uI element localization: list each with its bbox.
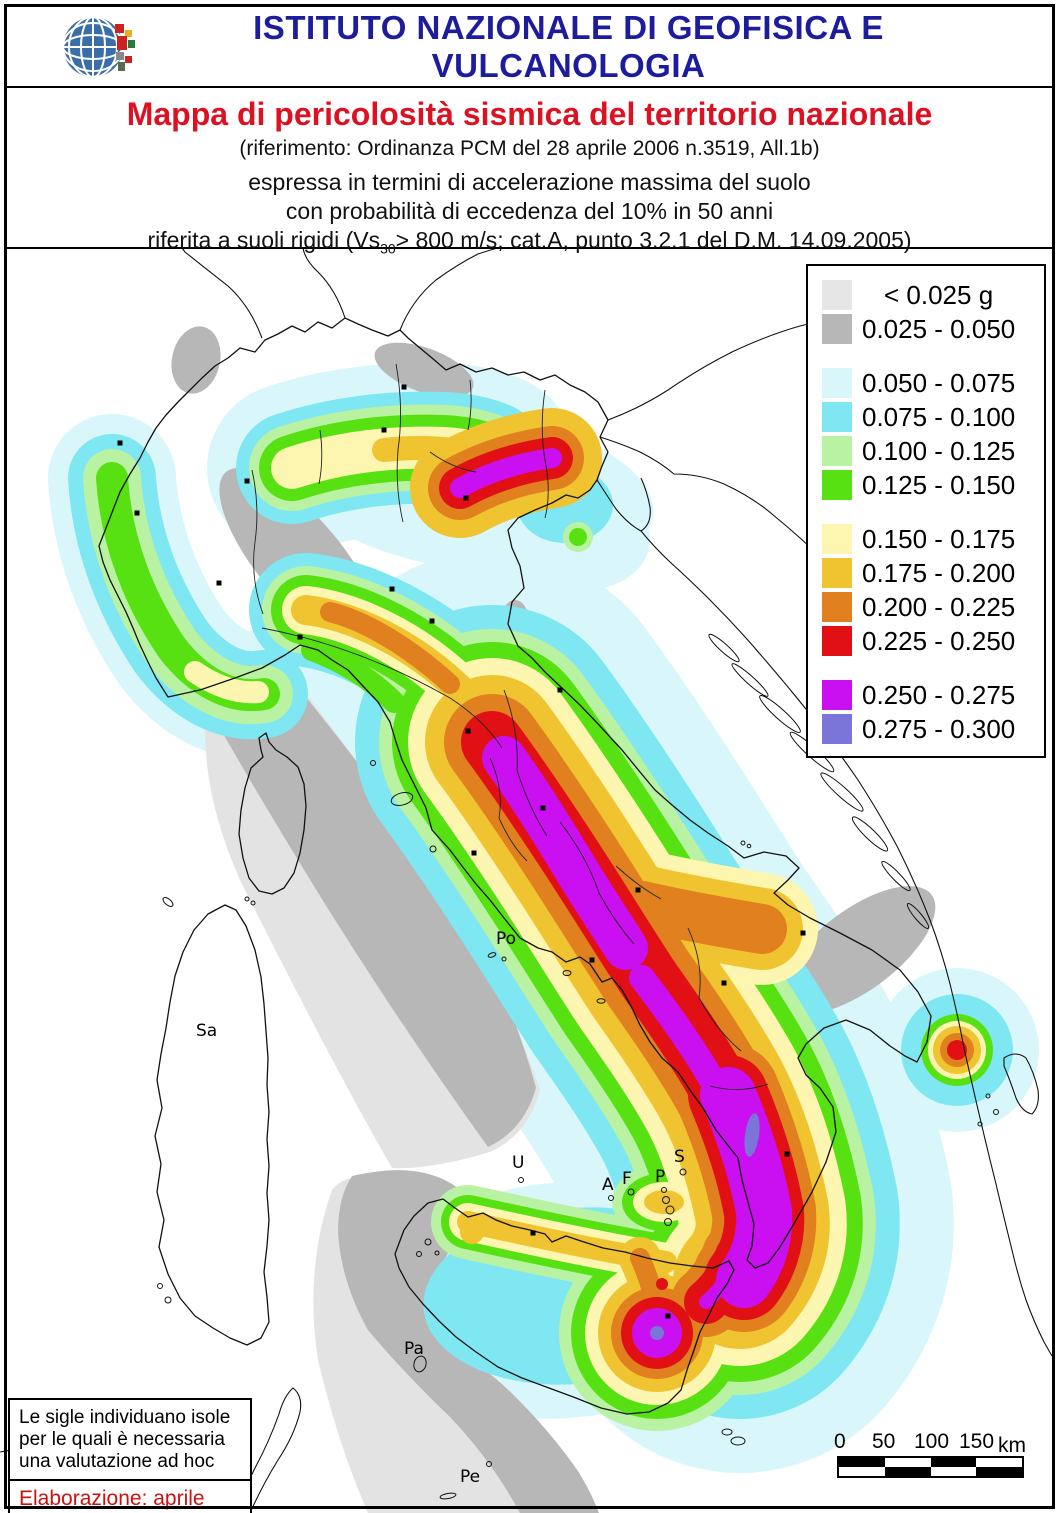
map-scale-bar: 0 50 100 150 km (826, 1430, 1036, 1478)
label-sardegna: Sa (196, 1021, 217, 1041)
legend-swatch (822, 714, 852, 744)
legend-swatch (822, 314, 852, 344)
legend-row: 0.125 - 0.150 (808, 468, 1044, 502)
legend-row: 0.175 - 0.200 (808, 556, 1044, 590)
legend-swatch (822, 680, 852, 710)
scale-labels: 0 50 100 150 km (826, 1430, 1036, 1457)
islands-note-box: Le sigle individuano isole per le quali … (8, 1398, 252, 1513)
scale-tick: 0 (834, 1430, 846, 1453)
map-reference: (riferimento: Ordinanza PCM del 28 april… (239, 137, 820, 160)
label-ponza: Po (496, 929, 516, 949)
legend-swatch (822, 436, 852, 466)
institute-title: ISTITUTO NAZIONALE DI GEOFISICA E VULCAN… (253, 8, 884, 84)
map-title: Mappa di pericolosità sismica del territ… (126, 96, 933, 132)
legend-row: 0.150 - 0.175 (808, 522, 1044, 556)
legend-row: 0.050 - 0.075 (808, 366, 1044, 400)
map-subtitle-1: espressa in termini di accelerazione mas… (248, 169, 811, 195)
scale-unit: km (998, 1434, 1026, 1457)
legend-label: 0.100 - 0.125 (862, 435, 1016, 466)
legend-label: 0.275 - 0.300 (862, 713, 1016, 744)
legend-row: < 0.025 g (808, 278, 1044, 312)
scale-tick: 150 (959, 1430, 995, 1453)
note-line: Le sigle individuano isole (19, 1407, 231, 1428)
legend-row: 0.025 - 0.050 (808, 312, 1044, 346)
map-subtitle-3: riferita a suoli rigidi (Vs30> 800 m/s; … (147, 227, 912, 257)
hazard-legend: < 0.025 g 0.025 - 0.050 0.050 - 0.075 0.… (806, 264, 1046, 758)
scale-tick: 50 (872, 1430, 896, 1453)
italy-coastline (98, 317, 932, 1415)
elaboration-date: Elaborazione: aprile 2004 (10, 1479, 250, 1513)
legend-swatch (822, 280, 852, 310)
map-subtitle-2: con probabilità di eccedenza del 10% in … (285, 198, 774, 224)
legend-row: 0.225 - 0.250 (808, 624, 1044, 658)
legend-label: 0.150 - 0.175 (862, 523, 1016, 554)
legend-row: 0.100 - 0.125 (808, 434, 1044, 468)
label-filicudi: F (622, 1169, 632, 1189)
title-block: Mappa di pericolosità sismica del territ… (7, 88, 1052, 257)
city-markers (117, 384, 806, 1319)
label-panarea: P (655, 1167, 665, 1187)
legend-row: 0.275 - 0.300 (808, 712, 1044, 746)
label-alicudi: A (602, 1175, 614, 1195)
island-labels: Sa Po U A F P S Pa Pe (196, 929, 685, 1487)
scale-tick: 100 (914, 1430, 950, 1453)
label-pantelleria: Pa (404, 1339, 424, 1359)
label-ustica: U (512, 1153, 524, 1173)
ingv-logo (62, 15, 135, 78)
legend-swatch (822, 470, 852, 500)
legend-row: 0.250 - 0.275 (808, 678, 1044, 712)
legend-swatch (822, 558, 852, 588)
legend-swatch (822, 592, 852, 622)
region-borders (251, 363, 769, 1090)
legend-swatch (822, 524, 852, 554)
legend-label: < 0.025 g (884, 279, 994, 310)
legend-label: 0.125 - 0.150 (862, 469, 1016, 500)
legend-label: 0.250 - 0.275 (862, 679, 1016, 710)
label-pelagie: Pe (460, 1467, 480, 1487)
legend-label: 0.050 - 0.075 (862, 367, 1016, 398)
legend-label: 0.200 - 0.225 (862, 591, 1016, 622)
legend-label: 0.075 - 0.100 (862, 401, 1016, 432)
label-stromboli: S (674, 1147, 685, 1167)
band-blue-violet (650, 1113, 760, 1340)
legend-row: 0.075 - 0.100 (808, 400, 1044, 434)
legend-label: 0.025 - 0.050 (862, 313, 1016, 344)
legend-swatch (822, 368, 852, 398)
note-line: per le quali è necessaria (19, 1429, 225, 1450)
islands-note-text: Le sigle individuano isole per le quali … (10, 1400, 250, 1479)
note-line: una valutazione ad hoc (19, 1451, 215, 1472)
scale-checker-bar (837, 1456, 1024, 1478)
header-banner: ISTITUTO NAZIONALE DI GEOFISICA E VULCAN… (7, 7, 1052, 88)
legend-label: 0.175 - 0.200 (862, 557, 1016, 588)
legend-label: 0.225 - 0.250 (862, 625, 1016, 656)
legend-swatch (822, 626, 852, 656)
legend-row: 0.200 - 0.225 (808, 590, 1044, 624)
band-purple (450, 448, 793, 1309)
legend-swatch (822, 402, 852, 432)
